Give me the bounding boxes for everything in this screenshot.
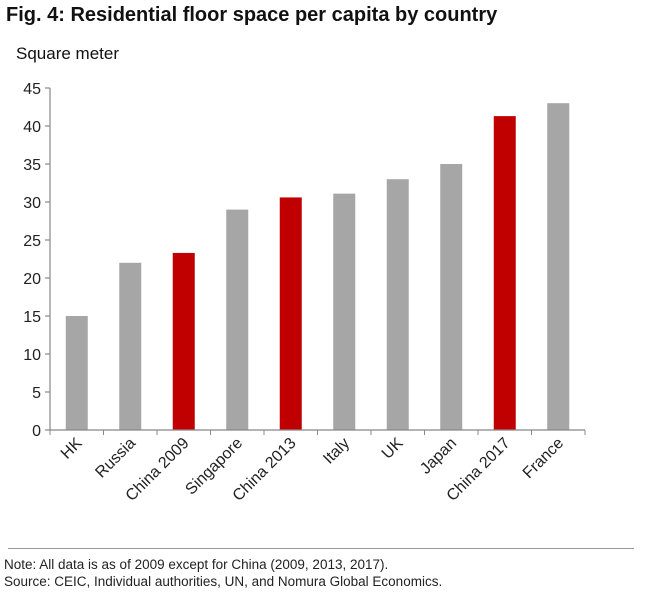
- bar-china-2009: [172, 252, 195, 430]
- bar-japan: [440, 164, 463, 430]
- bar-hk: [65, 316, 88, 430]
- x-tick-label: Japan: [417, 435, 460, 478]
- x-tick-label: France: [520, 435, 567, 482]
- x-tick-label: Italy: [320, 435, 353, 468]
- bar-china-2013: [279, 197, 302, 430]
- y-tick-label: 45: [23, 81, 41, 98]
- y-tick-label: 25: [23, 233, 41, 250]
- y-axis: 0 5 10 15 20 25 30 35 40 45: [23, 81, 51, 440]
- bars: [65, 103, 570, 431]
- y-tick-label: 20: [23, 271, 41, 288]
- y-tick-label: 40: [23, 119, 41, 136]
- x-tick-label: Russia: [92, 435, 139, 482]
- bar-uk: [386, 179, 409, 430]
- y-tick-label: 5: [32, 385, 41, 402]
- y-tick-label: 10: [23, 347, 41, 364]
- bar-singapore: [226, 209, 249, 430]
- y-tick-label: 35: [23, 157, 41, 174]
- bar-italy: [333, 193, 356, 430]
- y-tick-label: 30: [23, 195, 41, 212]
- chart-title: Fig. 4: Residential floor space per capi…: [6, 4, 498, 26]
- y-axis-unit-label: Square meter: [16, 44, 119, 63]
- footer-note: Note: All data is as of 2009 except for …: [4, 557, 389, 572]
- bar-china-2017: [493, 116, 516, 431]
- y-tick-label: 15: [23, 309, 41, 326]
- footer-source: Source: CEIC, Individual authorities, UN…: [4, 574, 443, 589]
- footer-divider: [8, 548, 634, 549]
- x-tick-label: UK: [379, 435, 407, 463]
- y-tick-label: 0: [32, 423, 41, 440]
- x-tick-label: HK: [58, 435, 86, 463]
- footer: Note: All data is as of 2009 except for …: [4, 556, 442, 590]
- bar-russia: [119, 262, 142, 430]
- bar-france: [547, 103, 570, 430]
